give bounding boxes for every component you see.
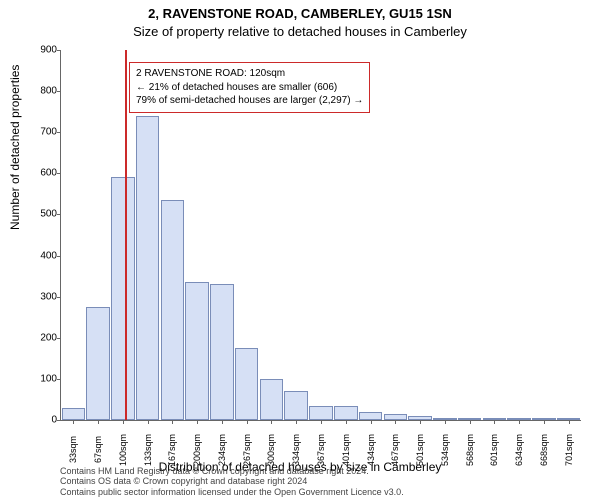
footer-line: Contains public sector information licen… (60, 487, 404, 498)
x-tick-mark (346, 420, 347, 424)
histogram-bar (260, 379, 284, 420)
annotation-line: 2 RAVENSTONE ROAD: 120sqm (136, 67, 363, 81)
x-tick-mark (197, 420, 198, 424)
x-tick-mark (371, 420, 372, 424)
x-tick-mark (569, 420, 570, 424)
y-tick-label: 300 (27, 291, 57, 302)
histogram-bar (111, 177, 135, 420)
y-tick-label: 800 (27, 86, 57, 97)
histogram-bar (334, 406, 358, 420)
y-tick-label: 600 (27, 168, 57, 179)
footer-line: Contains HM Land Registry data © Crown c… (60, 466, 404, 477)
histogram-bar (284, 391, 308, 420)
chart-container: 2, RAVENSTONE ROAD, CAMBERLEY, GU15 1SN … (0, 0, 600, 500)
footer-attribution: Contains HM Land Registry data © Crown c… (60, 466, 404, 498)
annotation-line: 79% of semi-detached houses are larger (… (136, 94, 363, 108)
x-tick-mark (148, 420, 149, 424)
histogram-bar (309, 406, 333, 420)
y-axis-label: Number of detached properties (8, 65, 22, 230)
y-tick-mark (57, 173, 61, 174)
x-tick-mark (445, 420, 446, 424)
footer-line: Contains OS data © Crown copyright and d… (60, 476, 404, 487)
y-tick-mark (57, 256, 61, 257)
annotation-box: 2 RAVENSTONE ROAD: 120sqm← 21% of detach… (129, 62, 370, 113)
annotation-line: ← 21% of detached houses are smaller (60… (136, 81, 363, 95)
x-tick-mark (395, 420, 396, 424)
y-tick-label: 100 (27, 373, 57, 384)
x-tick-mark (519, 420, 520, 424)
y-tick-mark (57, 420, 61, 421)
y-tick-mark (57, 379, 61, 380)
property-marker-line (125, 50, 127, 420)
y-tick-label: 900 (27, 45, 57, 56)
y-tick-label: 500 (27, 209, 57, 220)
y-tick-label: 400 (27, 250, 57, 261)
y-tick-mark (57, 91, 61, 92)
y-tick-mark (57, 297, 61, 298)
y-tick-mark (57, 338, 61, 339)
histogram-bar (62, 408, 86, 420)
x-tick-mark (544, 420, 545, 424)
chart-title-address: 2, RAVENSTONE ROAD, CAMBERLEY, GU15 1SN (0, 6, 600, 21)
y-tick-label: 700 (27, 127, 57, 138)
x-tick-mark (123, 420, 124, 424)
y-tick-mark (57, 50, 61, 51)
x-tick-mark (296, 420, 297, 424)
plot-area: 010020030040050060070080090033sqm67sqm10… (60, 50, 581, 421)
histogram-bar (235, 348, 259, 420)
histogram-bar (210, 284, 234, 420)
histogram-bar (185, 282, 209, 420)
x-tick-mark (494, 420, 495, 424)
x-tick-mark (172, 420, 173, 424)
x-tick-mark (271, 420, 272, 424)
histogram-bar (359, 412, 383, 420)
x-tick-mark (247, 420, 248, 424)
x-tick-mark (321, 420, 322, 424)
x-tick-mark (420, 420, 421, 424)
histogram-bar (161, 200, 185, 420)
y-tick-label: 200 (27, 332, 57, 343)
x-tick-mark (73, 420, 74, 424)
y-tick-mark (57, 214, 61, 215)
x-tick-mark (222, 420, 223, 424)
histogram-bar (86, 307, 110, 420)
y-tick-mark (57, 132, 61, 133)
x-tick-mark (470, 420, 471, 424)
chart-title-desc: Size of property relative to detached ho… (0, 24, 600, 39)
histogram-bar (136, 116, 160, 420)
x-tick-mark (98, 420, 99, 424)
y-tick-label: 0 (27, 415, 57, 426)
